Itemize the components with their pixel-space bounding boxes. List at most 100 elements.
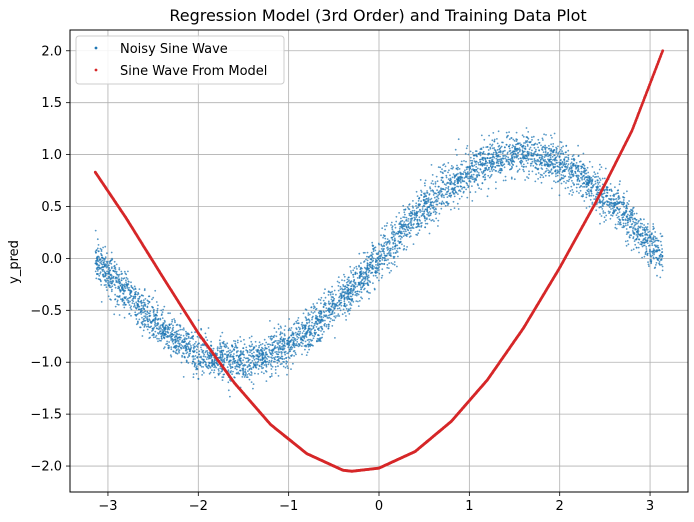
noisy-point (636, 231, 638, 234)
noisy-point (339, 285, 342, 288)
noisy-point (384, 241, 387, 244)
noisy-point (197, 363, 200, 365)
noisy-point (155, 327, 158, 329)
noisy-point (365, 258, 367, 261)
noisy-point (162, 330, 165, 333)
noisy-point (525, 154, 528, 157)
noisy-point (237, 359, 239, 361)
noisy-point (568, 193, 571, 195)
noisy-point (488, 166, 490, 169)
noisy-point (129, 294, 132, 297)
noisy-point (302, 339, 305, 342)
noisy-point (192, 376, 195, 379)
noisy-point (174, 341, 177, 344)
noisy-point (366, 265, 369, 267)
noisy-point (244, 373, 247, 376)
noisy-point (378, 272, 381, 275)
noisy-point (217, 363, 220, 366)
noisy-point (466, 166, 469, 169)
noisy-point (283, 347, 286, 350)
noisy-point (175, 352, 178, 355)
noisy-point (523, 156, 526, 159)
noisy-point (567, 154, 570, 157)
noisy-point (109, 269, 112, 272)
noisy-point (543, 172, 545, 175)
noisy-point (588, 205, 591, 208)
noisy-point (342, 284, 344, 286)
noisy-point (258, 346, 260, 349)
noisy-point (229, 371, 232, 373)
noisy-point (389, 241, 391, 244)
noisy-point (104, 271, 106, 274)
noisy-point (253, 351, 255, 354)
noisy-point (206, 356, 209, 359)
noisy-point (417, 210, 420, 213)
noisy-point (248, 337, 251, 339)
noisy-point (114, 277, 117, 280)
noisy-point (658, 263, 661, 266)
noisy-point (439, 189, 442, 192)
noisy-point (567, 180, 570, 183)
noisy-point (420, 189, 422, 192)
noisy-point (423, 193, 426, 196)
noisy-point (167, 332, 170, 334)
noisy-point (348, 279, 350, 282)
noisy-point (631, 212, 633, 215)
noisy-point (112, 279, 114, 282)
noisy-point (508, 150, 511, 153)
noisy-point (495, 157, 498, 160)
noisy-point (394, 234, 396, 236)
noisy-point (294, 337, 296, 340)
noisy-point (202, 355, 205, 358)
noisy-point (355, 294, 358, 297)
noisy-point (293, 355, 295, 357)
noisy-point (389, 252, 392, 255)
noisy-point (269, 376, 272, 378)
noisy-point (112, 277, 114, 280)
noisy-point (575, 164, 577, 167)
noisy-point (649, 255, 652, 257)
noisy-point (643, 255, 646, 258)
noisy-point (652, 223, 655, 225)
noisy-point (435, 195, 438, 198)
noisy-point (550, 148, 553, 151)
noisy-point (279, 325, 282, 328)
noisy-point (192, 360, 194, 363)
noisy-point (407, 229, 410, 232)
noisy-point (485, 162, 487, 165)
noisy-point (424, 217, 426, 220)
noisy-point (378, 266, 380, 268)
noisy-point (179, 325, 182, 328)
noisy-point (582, 167, 585, 170)
noisy-point (661, 254, 664, 257)
noisy-point (218, 347, 221, 350)
noisy-point (173, 318, 176, 320)
noisy-point (191, 337, 193, 340)
noisy-point (483, 178, 486, 181)
noisy-point (559, 168, 562, 171)
noisy-point (586, 166, 589, 169)
noisy-point (213, 359, 216, 362)
noisy-point (380, 276, 383, 279)
noisy-point (547, 169, 549, 172)
noisy-point (395, 232, 398, 235)
noisy-point (120, 270, 123, 273)
noisy-point (207, 357, 210, 360)
noisy-point (633, 225, 636, 227)
noisy-point (420, 191, 423, 193)
noisy-point (496, 164, 498, 167)
noisy-point (634, 227, 636, 230)
noisy-point (441, 200, 444, 203)
noisy-point (621, 226, 624, 229)
noisy-point (539, 176, 542, 179)
noisy-point (158, 327, 161, 330)
noisy-point (258, 344, 261, 347)
noisy-point (627, 243, 630, 246)
noisy-point (280, 336, 283, 338)
noisy-point (337, 315, 339, 317)
noisy-point (110, 267, 113, 270)
noisy-point (160, 335, 163, 338)
noisy-point (161, 317, 164, 319)
noisy-point (424, 179, 427, 182)
noisy-point (234, 342, 237, 345)
